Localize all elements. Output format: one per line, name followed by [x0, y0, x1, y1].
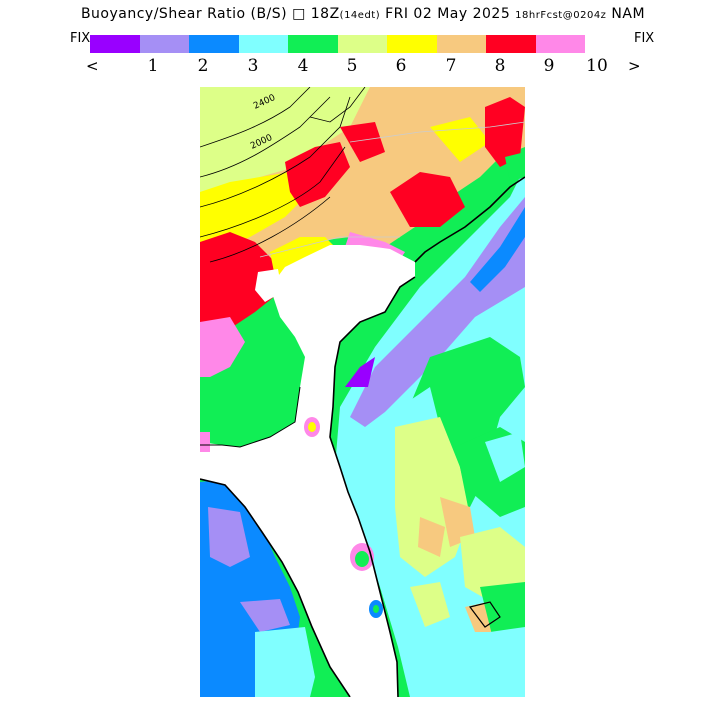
- atlantic-purple-patch: [345, 357, 375, 387]
- west-edge-pink: [200, 432, 210, 452]
- scale-tick-label: 3: [247, 56, 259, 76]
- map-title: Buoyancy/Shear Ratio (B/S) □ 18Z(14edt) …: [0, 6, 726, 22]
- terrain-contour: [200, 96, 351, 208]
- scale-tick-label: 2: [197, 56, 209, 76]
- state-border: [259, 236, 400, 258]
- color-swatch-5: [288, 35, 338, 53]
- state-border: [349, 121, 525, 143]
- gulf-lavender-patch: [208, 507, 250, 567]
- scale-tick-label: 7: [445, 56, 457, 76]
- florida-east-coastline: [329, 276, 416, 697]
- title-local-time: (14edt): [339, 10, 381, 21]
- northwest-red-patch: [285, 142, 350, 207]
- terrain-contour: [209, 196, 331, 263]
- terrain-contour: [200, 96, 331, 178]
- north-red-spot: [340, 122, 385, 162]
- atlantic-yellowgreen-patch: [410, 582, 450, 627]
- color-swatch-9: [486, 35, 536, 53]
- color-swatch-3: [189, 35, 239, 53]
- title-valid-time: 18Z: [305, 6, 340, 22]
- color-swatch-1: [90, 35, 140, 53]
- scale-tick-label: 8: [494, 56, 506, 76]
- gulf-green-spot: [373, 605, 379, 613]
- north-red-patch: [390, 172, 465, 227]
- northwest-yellowgreen-region: [200, 87, 370, 207]
- atlantic-cyan-patch: [485, 627, 525, 697]
- terrain-contour: [200, 146, 346, 238]
- next-arrow-icon[interactable]: >: [628, 57, 641, 75]
- scale-tick-label: 6: [395, 56, 407, 76]
- gulf-green-blob: [355, 551, 369, 567]
- gulf-north-coastline: [200, 386, 301, 448]
- color-swatch-8: [436, 35, 486, 53]
- scale-tick-label: 10: [586, 56, 608, 76]
- florida-white-region: [200, 245, 415, 697]
- fix-right-link[interactable]: FIX: [634, 31, 655, 46]
- title-date: FRI 02 May 2025: [380, 6, 516, 22]
- scale-tick-label: 4: [297, 56, 309, 76]
- gulf-lavender-patch: [240, 599, 290, 632]
- atlantic-blue-band: [470, 207, 525, 292]
- title-model: NAM: [606, 6, 646, 22]
- forecast-map: 2400 2000: [200, 87, 525, 697]
- color-swatch-7: [387, 35, 437, 53]
- color-swatch-2: [139, 35, 189, 53]
- gulf-cyan-region: [255, 627, 315, 697]
- color-swatch-10: [535, 35, 585, 53]
- scale-tick-label: 5: [346, 56, 358, 76]
- color-scale-bar: [90, 35, 585, 53]
- color-swatch-4: [238, 35, 288, 53]
- title-forecast-hour: 18hrFcst@0204z: [515, 10, 607, 21]
- gulf-coastline: [200, 478, 351, 697]
- atlantic-lavender-band: [350, 197, 525, 427]
- northeast-green-spot: [505, 152, 525, 182]
- terrain-contour: [309, 87, 366, 123]
- inland-white-patch: [255, 269, 282, 302]
- fix-left-link[interactable]: FIX: [70, 31, 91, 46]
- island-outline: [468, 601, 501, 628]
- terrain-contour: [200, 87, 311, 148]
- east-coastline: [414, 176, 525, 263]
- previous-arrow-icon[interactable]: <: [86, 57, 99, 75]
- atlantic-orange-patch: [418, 517, 445, 557]
- title-field-name: Buoyancy/Shear Ratio (B/S): [80, 6, 293, 22]
- northeast-red-region: [485, 97, 525, 167]
- west-pink-patch: [200, 317, 245, 377]
- scale-tick-label: 9: [543, 56, 555, 76]
- west-red-region: [200, 232, 280, 337]
- gulf-yellow-blob: [308, 422, 316, 432]
- scale-tick-label: 1: [147, 56, 159, 76]
- color-swatch-6: [337, 35, 387, 53]
- atlantic-orange-patch: [440, 497, 475, 547]
- title-box-glyph: □: [292, 6, 306, 22]
- atlantic-cyan-patch: [485, 432, 525, 482]
